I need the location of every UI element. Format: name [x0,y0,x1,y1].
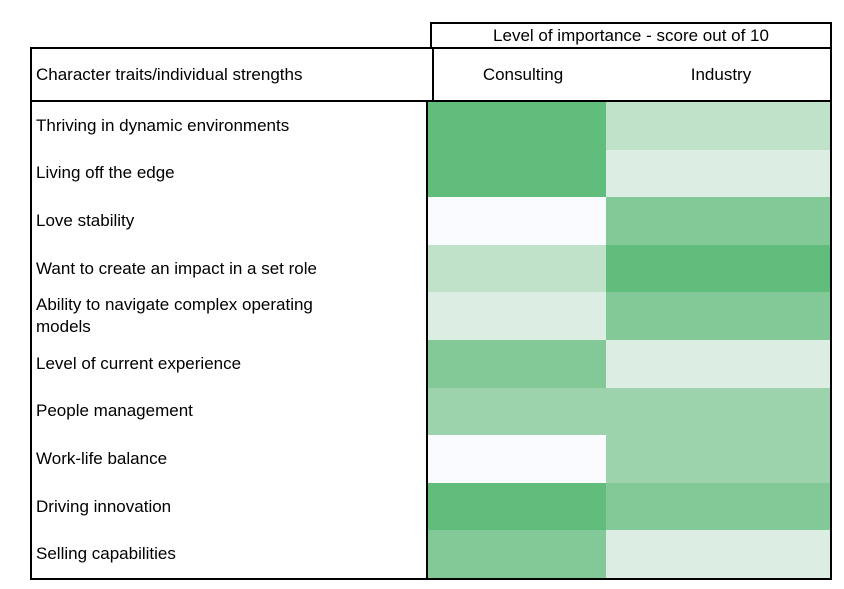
corner-header: Character traits/individual strengths [32,49,434,100]
row-label: Living off the edge [32,149,428,198]
heatmap-cell-industry [606,102,830,150]
column-header-row: Character traits/individual strengths Co… [32,49,830,102]
row-label: People management [32,387,428,436]
heatmap-rows: Thriving in dynamic environments Living … [32,102,830,578]
row-label: Level of current experience [32,339,428,388]
heatmap-cell-consulting [428,102,606,150]
row-label: Driving innovation [32,482,428,531]
table-row: Want to create an impact in a set role [32,244,830,293]
row-label: Love stability [32,197,428,245]
table-row: Love stability [32,197,830,245]
heatmap-cell-industry [606,482,830,531]
traits-heatmap-table: Character traits/individual strengths Co… [30,47,832,580]
heatmap-cell-consulting [428,197,606,245]
row-label: Ability to navigate complex operating mo… [32,292,428,340]
heatmap-cell-consulting [428,292,606,340]
heatmap-cell-consulting [428,387,606,436]
heatmap-cell-consulting [428,482,606,531]
heatmap-cell-consulting [428,435,606,483]
table-row: Level of current experience [32,339,830,388]
heatmap-cell-consulting [428,244,606,293]
row-label: Want to create an impact in a set role [32,244,428,293]
table-row: Living off the edge [32,149,830,198]
heatmap-cell-industry [606,197,830,245]
row-label: Thriving in dynamic environments [32,102,428,150]
importance-header: Level of importance - score out of 10 [430,22,832,47]
heatmap-cell-industry [606,244,830,293]
heatmap-cell-industry [606,339,830,388]
heatmap-cell-industry [606,387,830,436]
heatmap-cell-industry [606,292,830,340]
table-row: Ability to navigate complex operating mo… [32,292,830,340]
heatmap-cell-consulting [428,339,606,388]
heatmap-cell-industry [606,530,830,578]
row-label: Selling capabilities [32,530,428,578]
table-row: People management [32,387,830,436]
column-header-consulting: Consulting [482,64,564,84]
table-row: Selling capabilities [32,530,830,578]
row-label: Work-life balance [32,435,428,483]
heatmap-cell-consulting [428,530,606,578]
table-row: Work-life balance [32,435,830,483]
table-row: Thriving in dynamic environments [32,102,830,150]
heatmap-cell-consulting [428,149,606,198]
heatmap-cell-industry [606,149,830,198]
table-row: Driving innovation [32,482,830,531]
column-header-industry: Industry [690,64,752,84]
heatmap-cell-industry [606,435,830,483]
